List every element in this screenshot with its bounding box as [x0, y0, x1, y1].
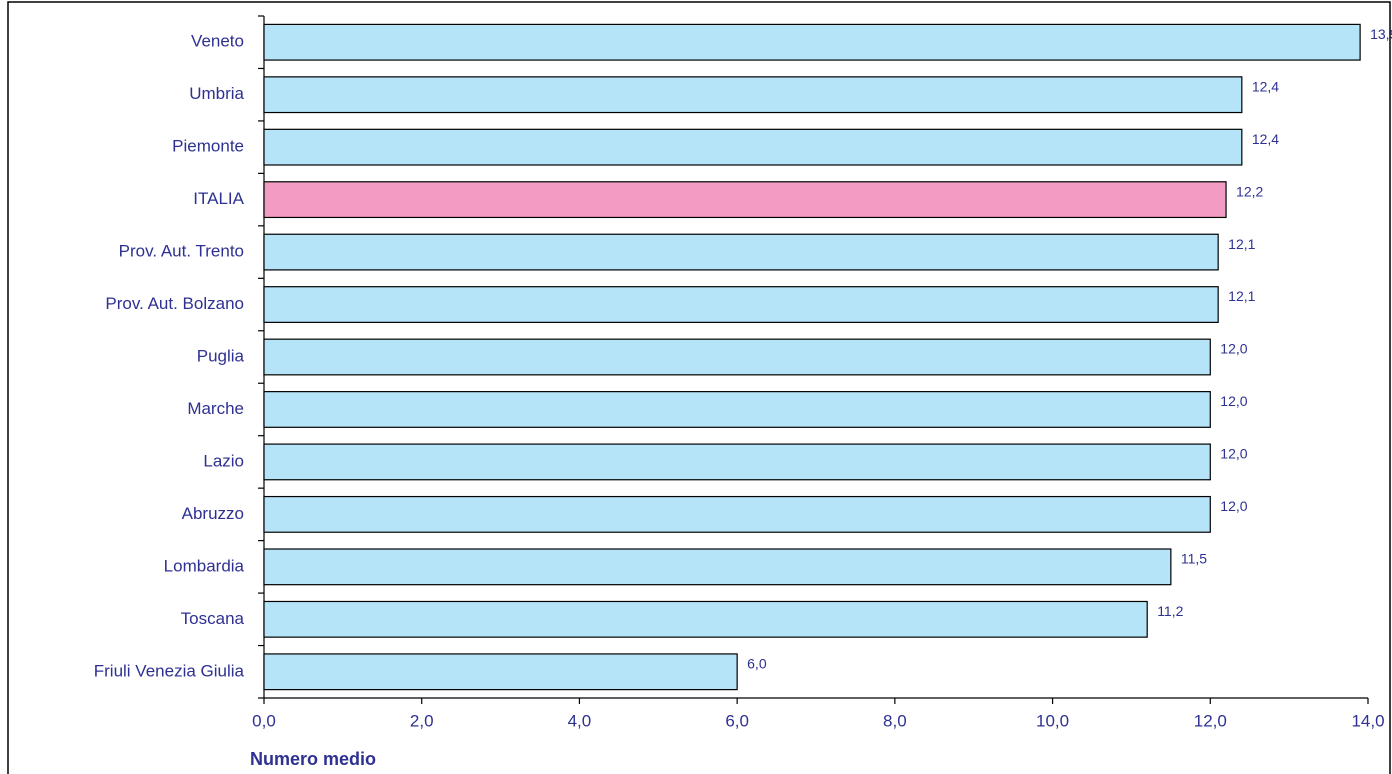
- value-label: 12,1: [1228, 288, 1255, 304]
- x-tick-label: 8,0: [883, 711, 907, 730]
- y-tick-label: Abruzzo: [182, 504, 244, 523]
- value-label: 11,2: [1157, 603, 1183, 619]
- bar: [263, 128, 1243, 166]
- x-tick-label: 10,0: [1036, 711, 1069, 730]
- x-tick-label: 4,0: [568, 711, 592, 730]
- bar: [263, 495, 1211, 533]
- bar: [263, 391, 1211, 428]
- y-tick-label: Prov. Aut. Bolzano: [105, 294, 244, 313]
- x-tick-label: 2,0: [410, 711, 434, 730]
- y-tick-label: Puglia: [197, 346, 245, 365]
- x-tick-label: 6,0: [725, 711, 749, 730]
- value-label: 12,4: [1252, 131, 1279, 147]
- value-label: 12,0: [1220, 498, 1247, 514]
- bar: [263, 600, 1148, 638]
- bar: [263, 653, 738, 691]
- bar: [263, 548, 1172, 586]
- x-tick-label: 0,0: [252, 711, 276, 730]
- bar: [263, 76, 1243, 114]
- value-label: 12,0: [1220, 393, 1247, 409]
- y-tick-label: Piemonte: [172, 137, 244, 156]
- y-tick-label: Marche: [187, 399, 244, 418]
- value-label: 13,9: [1370, 26, 1392, 42]
- value-label: 12,2: [1236, 183, 1263, 199]
- value-label: 11,5: [1181, 551, 1207, 567]
- y-tick-label: Lazio: [203, 451, 244, 470]
- bar: [263, 23, 1361, 61]
- x-tick-label: 12,0: [1194, 711, 1227, 730]
- value-label: 12,4: [1252, 78, 1279, 94]
- frame: [7, 1, 1391, 774]
- bar: [263, 338, 1211, 376]
- bar: [263, 286, 1219, 323]
- bar: [263, 181, 1227, 219]
- y-tick-label: Toscana: [181, 609, 245, 628]
- bar: [263, 443, 1211, 481]
- y-tick-label: Lombardia: [164, 556, 245, 575]
- value-label: 12,0: [1220, 341, 1247, 357]
- bar: [263, 233, 1219, 271]
- y-tick-label: Friuli Venezia Giulia: [94, 661, 245, 680]
- value-label: 12,1: [1228, 236, 1255, 252]
- value-label: 12,0: [1220, 446, 1247, 462]
- y-tick-label: Umbria: [189, 84, 244, 103]
- x-axis-title: Numero medio: [250, 749, 376, 769]
- x-tick-label: 14,0: [1351, 711, 1384, 730]
- value-label: 6,0: [747, 655, 767, 671]
- y-tick-label: ITALIA: [193, 189, 244, 208]
- y-tick-label: Prov. Aut. Trento: [119, 242, 244, 261]
- y-tick-label: Veneto: [191, 32, 244, 51]
